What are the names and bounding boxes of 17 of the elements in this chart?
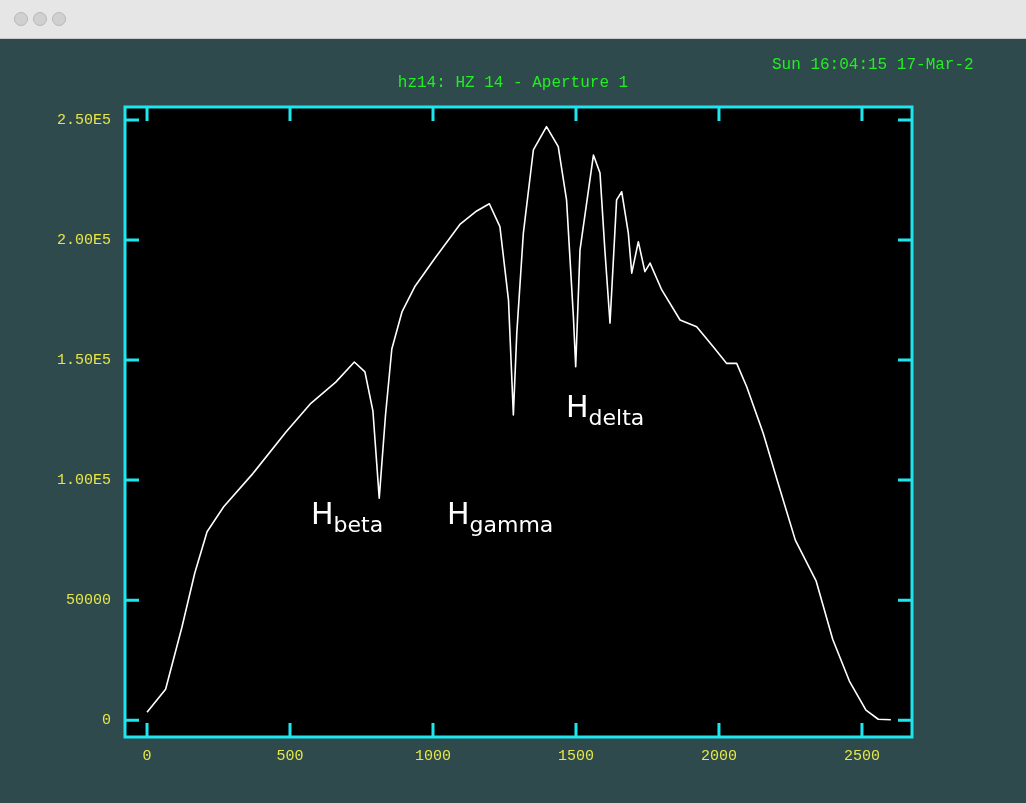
x-tick-label: 500: [276, 747, 304, 765]
y-tick-label: 1.50E5: [56, 352, 111, 370]
x-tick-label: 0: [142, 747, 152, 765]
y-tick-label: 2.00E5: [56, 231, 111, 249]
annotation: H$_{beta}$: [311, 496, 384, 539]
text: Sun 16:04:15 17-Mar-2: [772, 56, 974, 74]
y-tick-label: 0: [101, 712, 111, 730]
chart-title: hz14: HZ 14 - Aperture 1: [396, 74, 630, 92]
x-tick-label: 2500: [843, 747, 880, 765]
x-tick-label: 1000: [414, 747, 451, 765]
y-tick-label: 2.50E5: [56, 111, 111, 129]
annotation: H$_{gamma}$: [447, 496, 554, 539]
annotation: H$_{delta}$: [566, 389, 645, 432]
y-tick-label: 50000: [65, 592, 111, 610]
y-tick-label: 1.00E5: [56, 472, 111, 490]
x-tick-label: 2000: [700, 747, 737, 765]
x-tick-label: 1500: [557, 747, 594, 765]
